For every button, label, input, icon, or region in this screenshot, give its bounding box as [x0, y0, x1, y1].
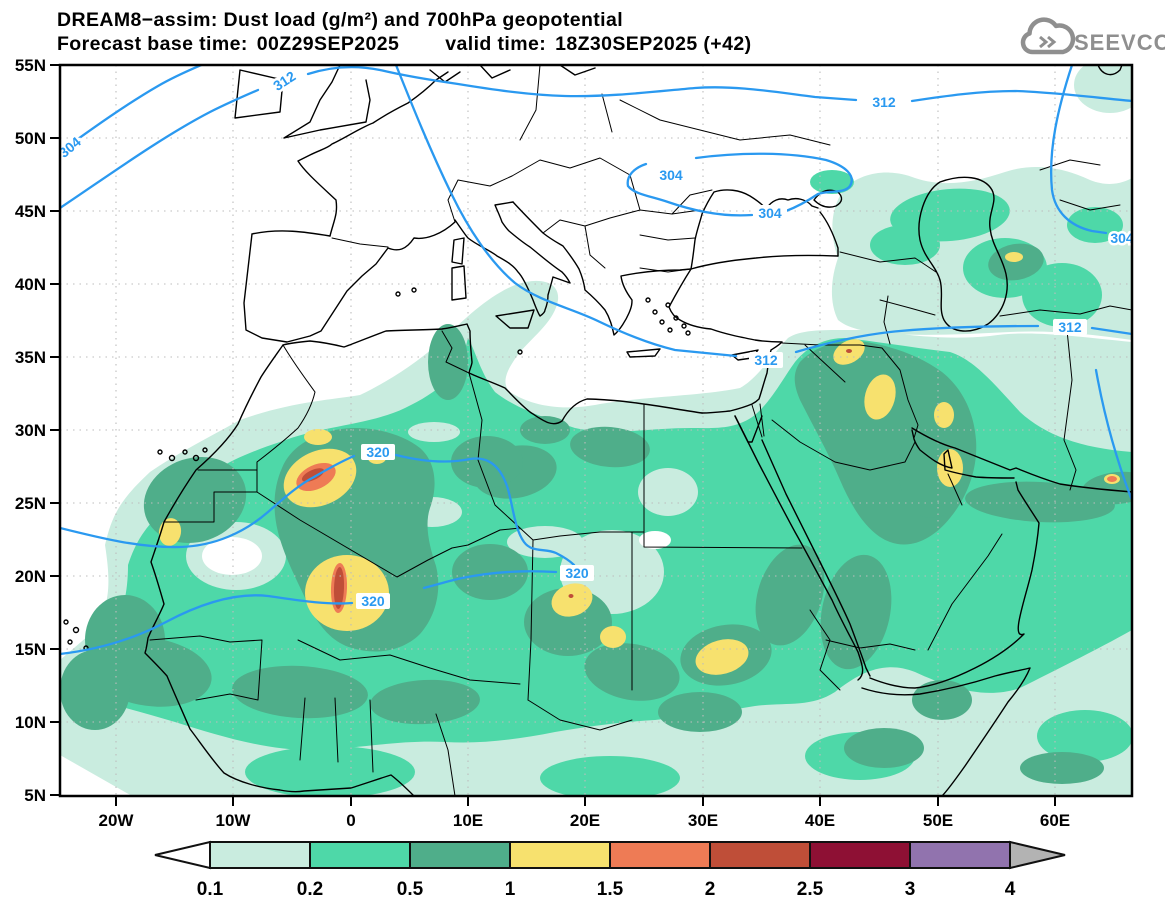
colorbar-tick-label: 1.5	[597, 879, 624, 900]
lon-tick-label: 10E	[453, 811, 483, 830]
lon-tick-label: 50E	[923, 811, 953, 830]
colorbar-tick-label: 0.5	[397, 879, 424, 900]
colorbar-tick-label: 0.2	[297, 879, 323, 900]
lat-axis: 55N 50N 45N 40N 35N 30N 25N 20N 15N 10N …	[15, 56, 46, 805]
contour-label-320: 320	[361, 593, 385, 609]
axis-ticks	[50, 64, 1056, 806]
page-subtitle: Forecast base time: 00Z29SEP2025 valid tim…	[57, 33, 751, 55]
colorbar-tick-label: 3	[905, 879, 916, 900]
lat-tick-label: 40N	[15, 275, 46, 294]
lat-tick-label: 10N	[15, 713, 46, 732]
lon-tick-label: 20E	[570, 811, 600, 830]
base-time-label: Forecast base time:	[57, 33, 248, 55]
lat-tick-label: 55N	[15, 56, 46, 75]
colorbar-below-arrow	[154, 840, 211, 870]
logo-text: SEEVCCC	[1074, 30, 1165, 55]
colorbar: 0.1 0.2 0.5 1 1.5 2 2.5 3 4	[154, 840, 1066, 900]
contour-label-312: 312	[754, 352, 778, 368]
colorbar-cell	[509, 841, 611, 869]
lon-tick-label: 0	[346, 811, 355, 830]
colorbar-tick-label: 4	[1005, 879, 1016, 900]
lon-tick-label: 10W	[216, 811, 252, 830]
colorbar-cell	[709, 841, 811, 869]
colorbar-cell	[809, 841, 911, 869]
colorbar-tick-label: 0.1	[197, 879, 224, 900]
lat-tick-label: 5N	[24, 786, 46, 805]
country-borders	[149, 65, 1132, 796]
base-time-value: 00Z29SEP2025	[257, 33, 400, 55]
chevrons-icon	[1039, 35, 1057, 49]
lat-tick-label: 45N	[15, 202, 46, 221]
coastlines	[63, 65, 1132, 796]
colorbar-tick-label: 2	[705, 879, 716, 900]
colorbar-cell	[609, 841, 711, 869]
lon-tick-label: 40E	[805, 811, 835, 830]
colorbar-above-arrow	[1009, 840, 1066, 870]
contour-label-320: 320	[565, 565, 589, 581]
lat-tick-label: 15N	[15, 640, 46, 659]
lon-tick-label: 60E	[1040, 811, 1070, 830]
dust-layer-2	[301, 349, 852, 609]
contour-label-304: 304	[1110, 230, 1134, 246]
colorbar-cell	[409, 841, 511, 869]
contour-label-320: 320	[366, 444, 390, 460]
lon-axis: 20W 10W 0 10E 20E 30E 40E 50E 60E	[99, 811, 1071, 830]
seevccc-logo: SEEVCCC	[1020, 17, 1165, 55]
cloud-icon	[1020, 17, 1076, 55]
lat-tick-label: 25N	[15, 494, 46, 513]
colorbar-cell	[309, 841, 411, 869]
colorbar-tick-label: 2.5	[797, 879, 824, 900]
contour-label-304: 304	[758, 205, 782, 221]
valid-time-value: 18Z30SEP2025 (+42)	[555, 33, 751, 55]
geopotential-contours	[60, 65, 1132, 656]
lat-tick-label: 35N	[15, 348, 46, 367]
lon-tick-label: 20W	[99, 811, 135, 830]
contour-label-312: 312	[1058, 319, 1082, 335]
colorbar-labels: 0.1 0.2 0.5 1 1.5 2 2.5 3 4	[197, 879, 1016, 900]
contour-label-312: 312	[872, 94, 896, 110]
contour-label-304: 304	[659, 167, 683, 183]
valid-time-label: valid time:	[445, 33, 546, 55]
lat-tick-label: 30N	[15, 421, 46, 440]
lat-tick-label: 20N	[15, 567, 46, 586]
colorbar-tick-label: 1	[505, 879, 516, 900]
lat-tick-label: 50N	[15, 129, 46, 148]
colorbar-cell	[209, 841, 311, 869]
page-title: DREAM8−assim: Dust load (g/m²) and 700hP…	[57, 9, 623, 31]
colorbar-cell	[909, 841, 1011, 869]
lon-tick-label: 30E	[688, 811, 718, 830]
